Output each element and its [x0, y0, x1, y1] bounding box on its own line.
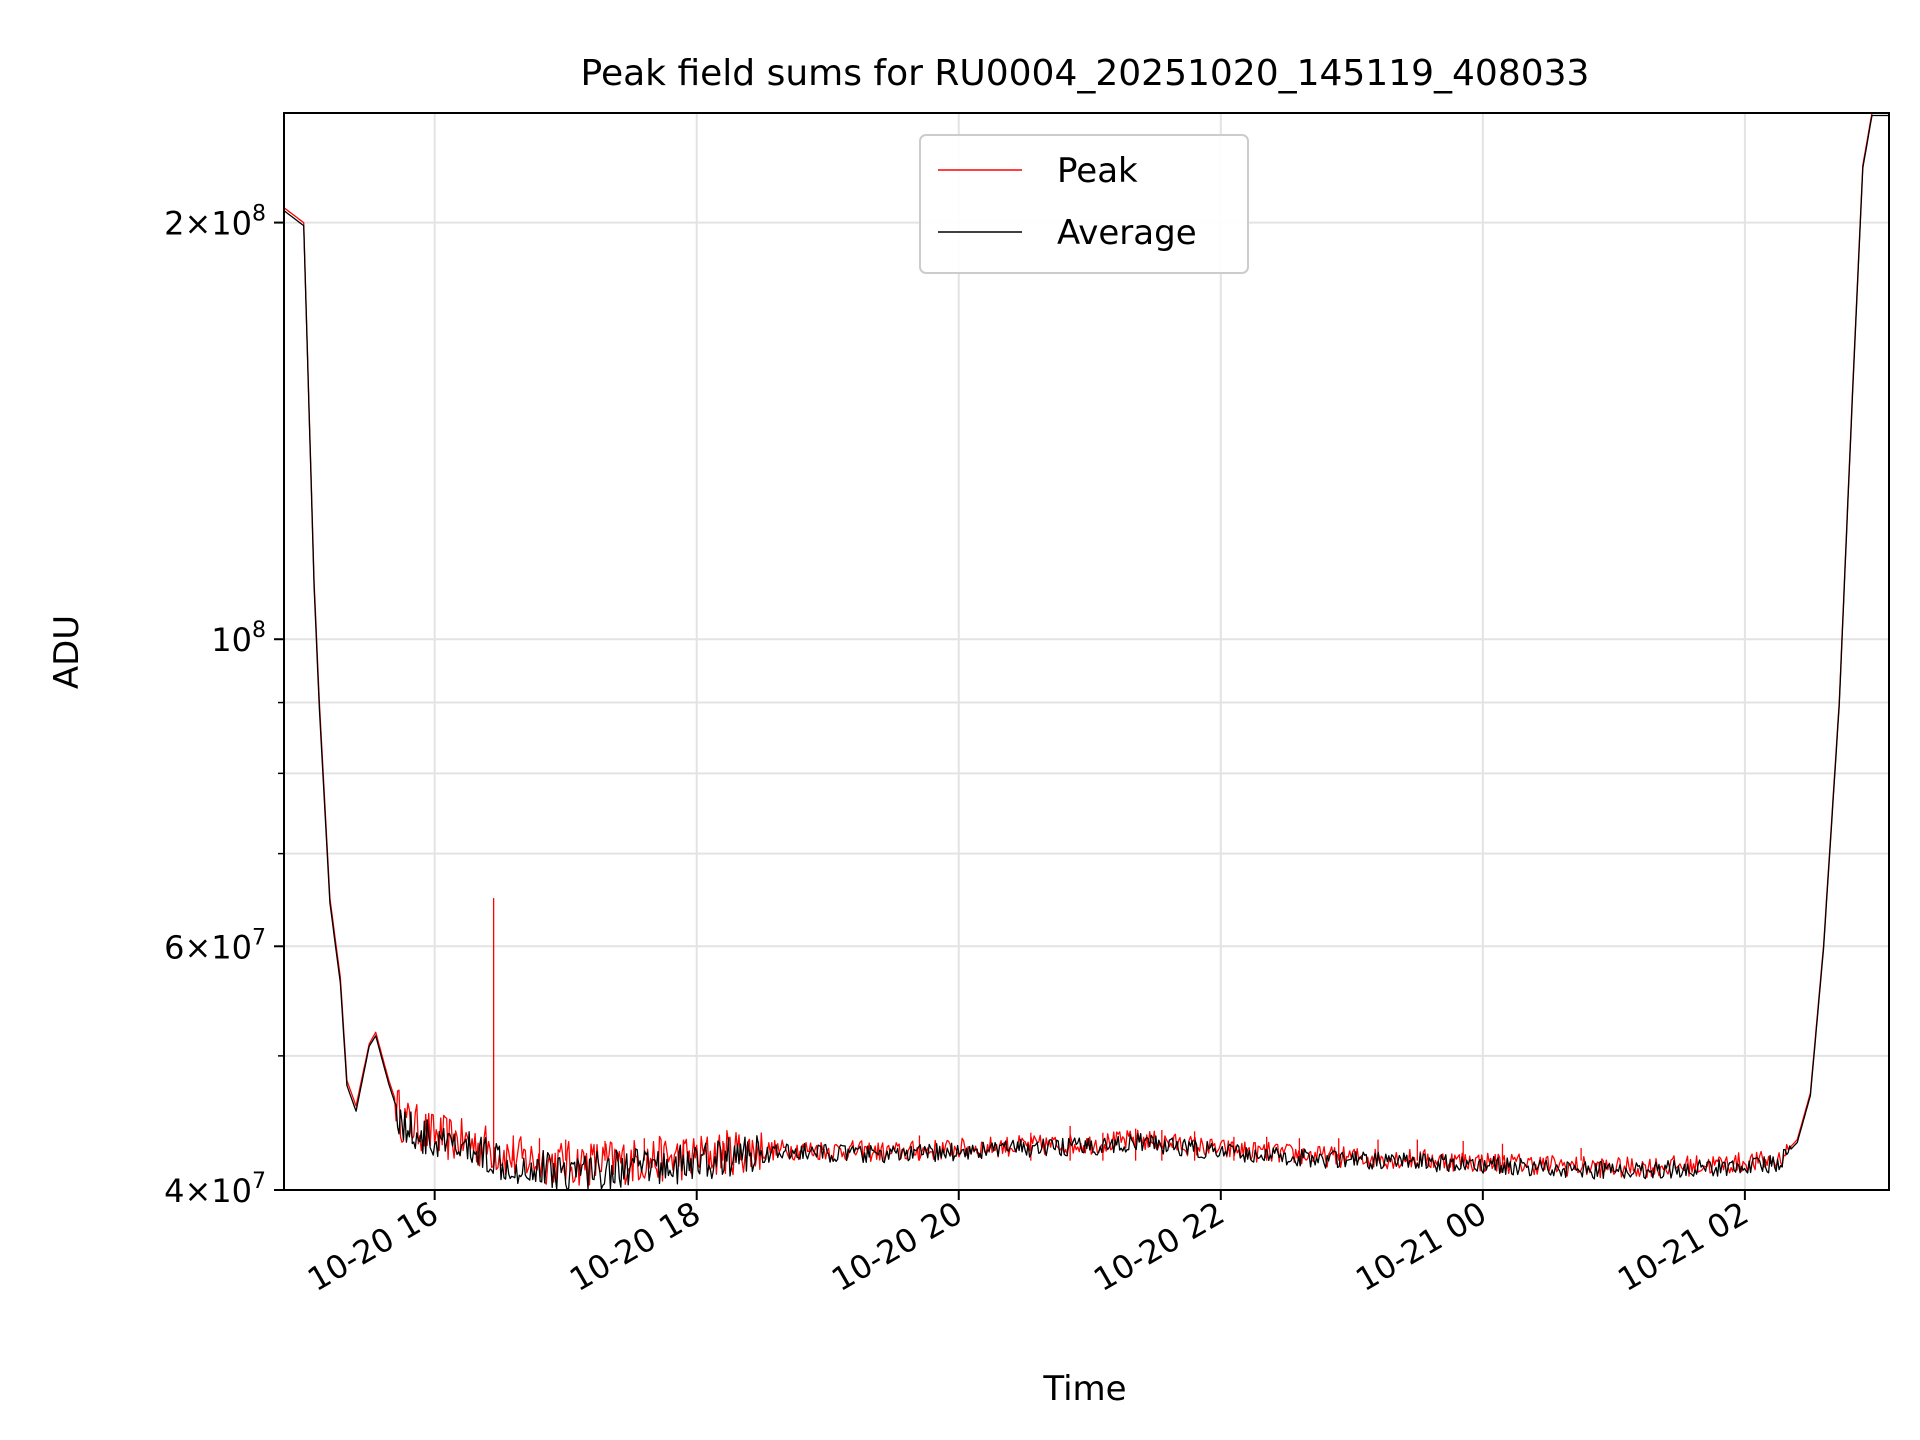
- y-tick-label: 6×107: [164, 925, 266, 966]
- series-line-average: [283, 114, 1889, 1191]
- y-tick-label: 4×107: [164, 1169, 266, 1210]
- y-tick-label-exponent: 7: [252, 1169, 266, 1194]
- y-tick-label-base: 4×10: [164, 1172, 252, 1210]
- y-tick-label-exponent: 7: [252, 925, 266, 950]
- y-tick-label-exponent: 8: [252, 618, 266, 643]
- y-tick-label: 108: [211, 618, 266, 659]
- chart-title: Peak field sums for RU0004_20251020_1451…: [581, 53, 1590, 94]
- legend: Peak Average: [919, 134, 1249, 274]
- y-axis-label: ADU: [47, 615, 87, 689]
- y-tick-label-base: 6×10: [164, 928, 252, 966]
- x-axis-label: Time: [1042, 1369, 1126, 1409]
- legend-peak-label: Peak: [1057, 151, 1138, 191]
- y-tick-label-base: 10: [211, 621, 252, 659]
- y-tick-label-base: 2×10: [164, 205, 252, 243]
- plot-frame: [283, 112, 1890, 1191]
- y-tick-label-exponent: 8: [252, 202, 266, 227]
- plot-lines: [283, 112, 1889, 1191]
- y-tick-label: 2×108: [164, 202, 266, 243]
- legend-average-label: Average: [1057, 213, 1197, 253]
